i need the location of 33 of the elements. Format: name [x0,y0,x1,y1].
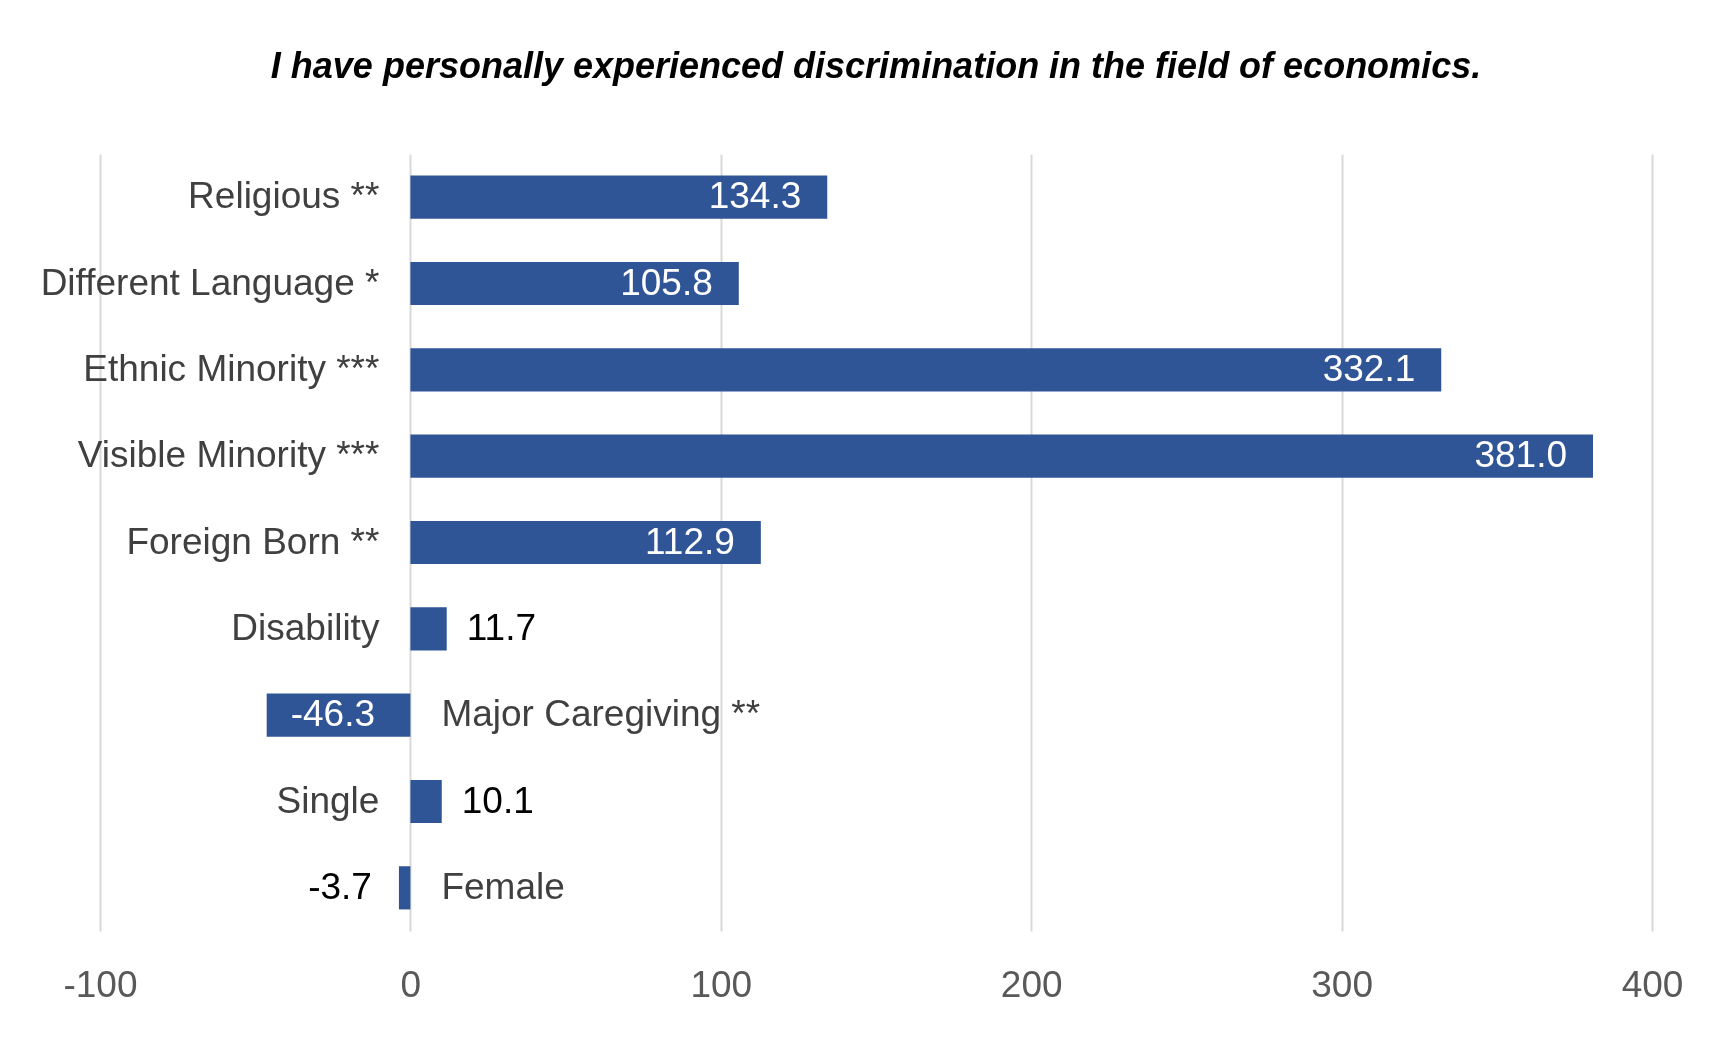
data-label: -46.3 [290,693,376,735]
x-tick-label: 400 [1621,963,1684,1005]
bar [410,175,828,219]
y-tick-label: Visible Minority *** [77,434,380,476]
bar [410,261,739,306]
x-tick-label: 0 [400,963,422,1005]
data-label: 134.3 [708,175,802,217]
data-label: 10.1 [461,779,534,821]
y-tick-label: Ethnic Minority *** [83,347,380,389]
bar [410,607,447,651]
data-label: 381.0 [1474,434,1568,476]
x-tick-label: 200 [1000,963,1063,1005]
y-tick-label: Religious ** [188,175,380,217]
y-tick-label: Different Language * [40,261,380,303]
bar [398,866,411,910]
bar [410,434,1594,478]
y-tick-label: Major Caregiving ** [441,693,761,735]
x-tick-label: 100 [690,963,753,1005]
bar [410,520,761,565]
data-label: -3.7 [308,865,372,907]
x-tick-label: -100 [63,963,138,1005]
data-label: 112.9 [644,520,735,562]
y-tick-label: Foreign Born ** [126,520,380,562]
chart-title: I have personally experienced discrimination in the field of economics. [270,45,1482,86]
y-tick-label: Disability [231,606,380,648]
bar [410,779,442,824]
bar [410,348,1442,392]
y-tick-label: Female [441,865,565,907]
data-label: 332.1 [1322,347,1416,389]
y-tick-label: Single [276,779,380,821]
x-tick-label: 300 [1311,963,1373,1005]
data-label: 105.8 [620,261,713,303]
data-label: 11.7 [466,606,536,648]
